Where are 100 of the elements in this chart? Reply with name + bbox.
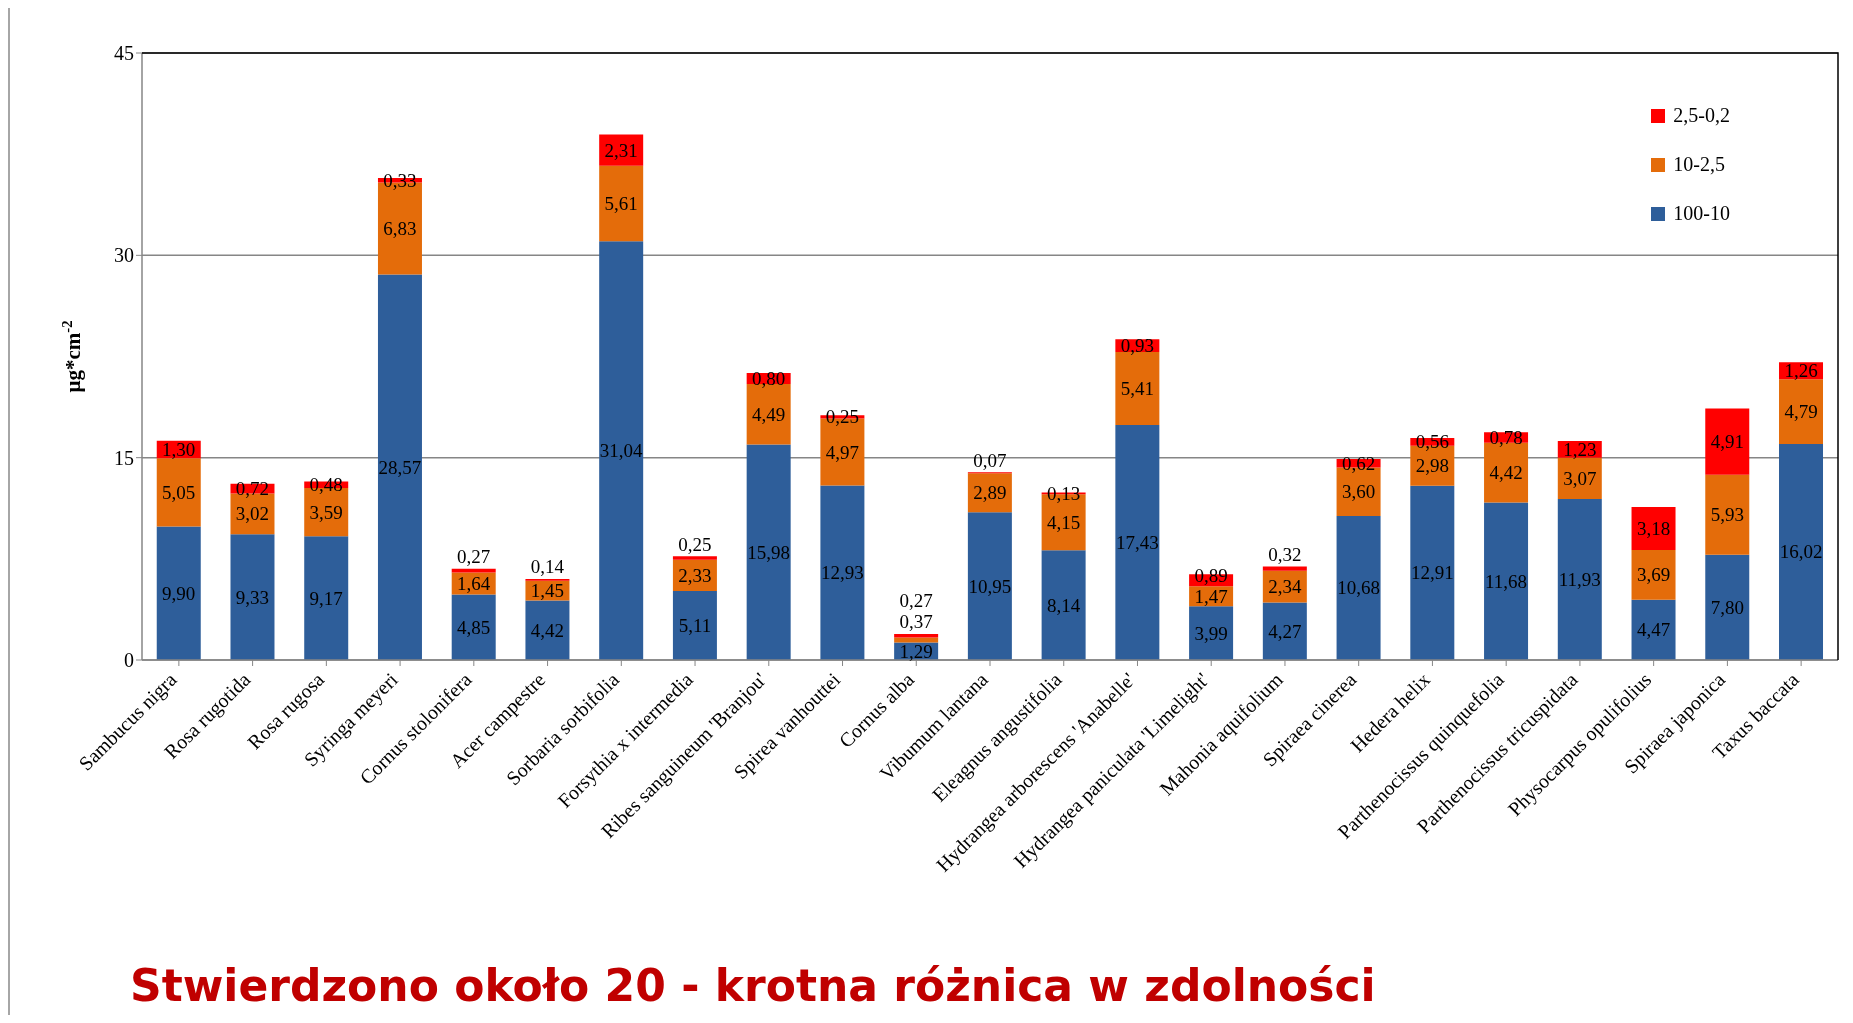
- data-label: 4,47: [1636, 619, 1671, 641]
- data-label: 16,02: [1779, 541, 1823, 563]
- bar: [1705, 408, 1750, 475]
- bar: [599, 241, 644, 660]
- data-label: 0,56: [1415, 431, 1449, 453]
- data-label: 3,18: [1636, 517, 1671, 539]
- bar: [230, 534, 275, 660]
- data-label: 1,64: [457, 573, 491, 595]
- bar: [451, 594, 496, 660]
- bar: [1705, 554, 1750, 660]
- data-label: 3,99: [1194, 622, 1228, 644]
- data-label: 1,29: [899, 640, 933, 662]
- data-label: 2,34: [1268, 576, 1302, 598]
- data-label: 17,43: [1115, 531, 1159, 553]
- data-label: 0,62: [1341, 452, 1376, 474]
- data-label: 2,31: [604, 139, 638, 161]
- bar: [894, 637, 939, 643]
- bar: [304, 536, 349, 660]
- bar: [1041, 550, 1086, 660]
- data-label: 12,93: [821, 562, 864, 584]
- data-label: 4,27: [1268, 620, 1302, 642]
- data-label: 31,04: [599, 440, 644, 462]
- bar: [1631, 549, 1676, 600]
- bar: [967, 512, 1012, 660]
- bar: [1484, 502, 1529, 660]
- data-label: 2,89: [973, 482, 1007, 504]
- data-label: 5,05: [162, 481, 196, 503]
- data-label: 11,93: [1558, 569, 1601, 591]
- data-label: 4,42: [1489, 462, 1523, 484]
- bar: [525, 600, 570, 660]
- data-label: 3,02: [235, 503, 270, 525]
- data-label: 10,95: [968, 575, 1012, 597]
- data-label: 12,91: [1410, 562, 1454, 584]
- data-label: 5,61: [604, 192, 638, 214]
- data-label: 0,32: [1268, 544, 1302, 566]
- data-label: 3,60: [1341, 481, 1376, 503]
- data-label: 5,93: [1710, 504, 1744, 526]
- data-label: 28,57: [378, 456, 422, 478]
- bar: [1410, 485, 1455, 660]
- bar: [746, 444, 791, 660]
- data-label: 9,90: [162, 582, 196, 604]
- data-label: 4,91: [1710, 431, 1744, 453]
- data-label: 0,72: [235, 478, 270, 500]
- data-label: 0,93: [1120, 335, 1154, 357]
- legend-label: 100-10: [1673, 202, 1730, 225]
- data-label: 8,14: [1046, 594, 1081, 616]
- data-label: 5,41: [1120, 377, 1154, 399]
- data-label: 0,78: [1489, 427, 1523, 449]
- data-label: 4,15: [1046, 511, 1081, 533]
- bar: [1705, 474, 1750, 555]
- data-label: 9,17: [309, 587, 343, 609]
- data-label: 1,45: [530, 580, 565, 602]
- y-tick-label: 30: [114, 244, 134, 267]
- data-label: 4,42: [530, 619, 565, 641]
- data-label: 2,33: [678, 564, 712, 586]
- data-label: 4,49: [752, 403, 786, 425]
- data-label: 0,80: [752, 367, 786, 389]
- bar: [894, 633, 939, 638]
- bar: [672, 556, 717, 560]
- bar: [672, 591, 717, 660]
- data-label: 1,30: [162, 439, 196, 461]
- data-label: 0,25: [678, 533, 712, 555]
- bar: [599, 134, 644, 166]
- data-label: 0,07: [973, 449, 1007, 471]
- data-label: 0,27: [457, 546, 491, 568]
- data-label: 1,23: [1563, 438, 1597, 460]
- data-label: 4,85: [457, 616, 491, 638]
- bar: [820, 485, 865, 660]
- data-label: 10,68: [1337, 577, 1380, 599]
- data-label: 3,69: [1636, 564, 1671, 586]
- data-label: 0,37: [899, 611, 933, 633]
- data-label: 15,98: [747, 541, 791, 563]
- legend-label: 2,5-0,2: [1673, 104, 1730, 127]
- bar: [377, 274, 422, 660]
- bar: [1115, 424, 1160, 660]
- data-label: 7,80: [1710, 596, 1744, 618]
- data-label: 4,79: [1784, 401, 1818, 423]
- data-label: 0,14: [530, 556, 565, 578]
- data-label: 11,68: [1485, 570, 1528, 592]
- data-label: 1,26: [1784, 360, 1818, 382]
- legend-label: 10-2,5: [1673, 153, 1725, 176]
- bar: [1336, 515, 1381, 660]
- data-label: 2,98: [1415, 455, 1449, 477]
- data-label: 0,27: [899, 590, 933, 612]
- bar: [599, 165, 644, 242]
- bar: [1557, 499, 1602, 660]
- data-label: 4,97: [825, 441, 860, 463]
- bar: [156, 526, 201, 660]
- text: Stwierdzono około 20 - krotna różnica w zdolności: [130, 960, 1376, 1012]
- y-tick-label: 45: [114, 42, 134, 65]
- bar: [1779, 443, 1824, 660]
- y-tick-label: 0: [124, 649, 134, 672]
- bar: [1631, 599, 1676, 660]
- bar: [1262, 602, 1307, 660]
- data-label: 3,07: [1563, 467, 1597, 489]
- data-label: 5,11: [678, 615, 712, 637]
- y-tick-label: 15: [114, 446, 134, 469]
- data-label: 3,59: [309, 501, 343, 523]
- bar: [1779, 379, 1824, 444]
- bar: [1262, 566, 1307, 571]
